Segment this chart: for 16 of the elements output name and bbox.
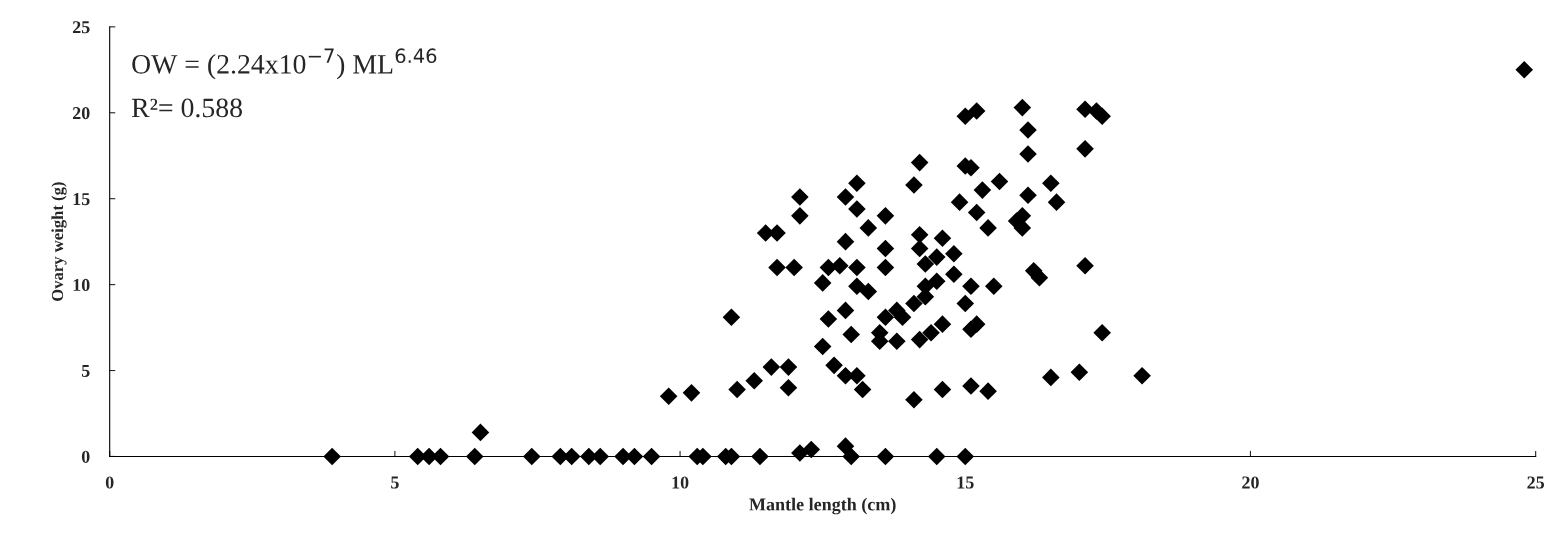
x-tick-label: 0	[105, 476, 114, 489]
y-tick-label: 20	[72, 107, 90, 120]
y-tick-label: 5	[81, 364, 90, 377]
x-tick-label: 25	[1527, 476, 1545, 489]
annotation: R²= 0.588	[131, 98, 242, 118]
x-tick-label: 5	[391, 476, 399, 489]
x-tick-label: 20	[1242, 476, 1259, 489]
y-tick-label: 0	[81, 450, 90, 463]
x-tick-label: 10	[672, 476, 689, 489]
x-axis-title: Mantle length (cm)	[749, 497, 896, 515]
y-tick-label: 15	[73, 193, 90, 206]
y-tick-label: 25	[72, 21, 90, 34]
y-axis-title: Ovary weight (g)	[51, 182, 67, 302]
y-tick-label: 10	[73, 278, 90, 292]
x-tick-label: 15	[957, 476, 974, 489]
annotation: OW = (2.24x10$^{−7}$) ML$^{6.46}$	[132, 48, 437, 80]
